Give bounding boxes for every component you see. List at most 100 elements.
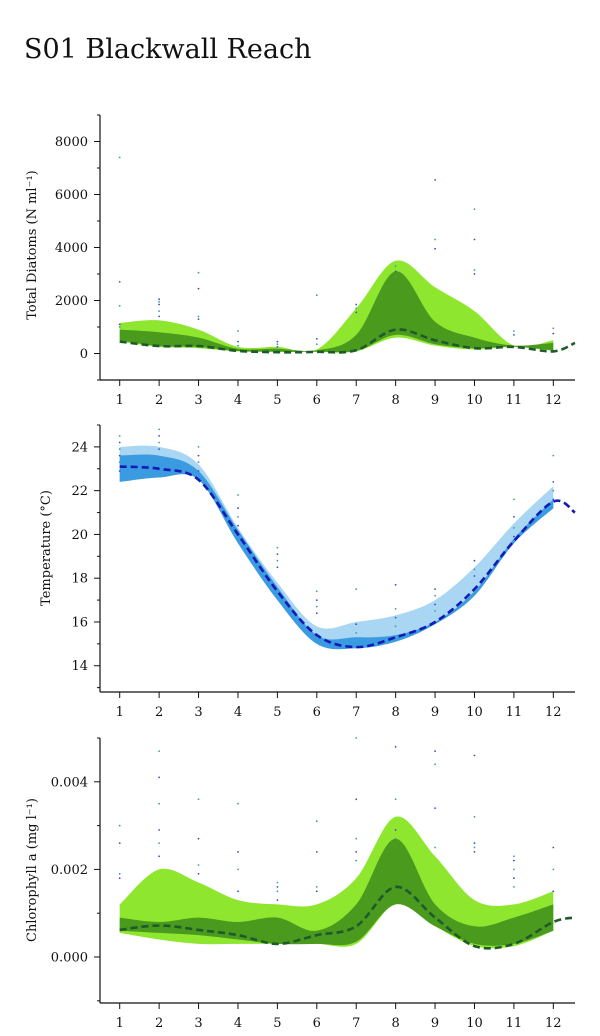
data-point [276, 886, 279, 888]
data-point [394, 798, 397, 801]
data-point [118, 441, 121, 444]
data-point [197, 461, 200, 464]
data-point [315, 599, 318, 601]
data-point [513, 330, 515, 332]
data-point [118, 461, 121, 464]
x-tick-label: 1 [116, 393, 124, 408]
data-point [473, 238, 476, 241]
x-tick-label: 10 [466, 705, 483, 720]
data-point [315, 294, 318, 297]
x-tick-label: 11 [506, 1016, 523, 1031]
y-tick-label: 0.002 [51, 863, 88, 878]
y-tick-label: 0 [80, 347, 88, 362]
inner-band [119, 454, 554, 650]
x-tick-label: 2 [155, 393, 163, 408]
data-point [237, 890, 239, 893]
x-tick-label: 7 [352, 393, 360, 408]
data-point [552, 481, 555, 483]
y-axis-label: Chlorophyll a (mg l⁻¹) [25, 798, 40, 942]
x-tick-label: 6 [313, 393, 321, 408]
data-point [237, 802, 239, 805]
data-point [276, 881, 279, 884]
data-point [158, 776, 161, 779]
data-point [355, 311, 358, 314]
data-point [355, 588, 358, 590]
y-tick-label: 16 [71, 615, 88, 630]
data-point [315, 851, 318, 853]
data-point [197, 864, 200, 866]
data-point [473, 754, 476, 757]
y-tick-label: 0.004 [51, 775, 88, 790]
x-tick-label: 8 [392, 1016, 400, 1031]
data-point [513, 855, 515, 858]
data-point [552, 498, 555, 501]
data-point [197, 315, 200, 318]
x-tick-label: 11 [506, 393, 523, 408]
y-tick-label: 0.000 [51, 951, 88, 966]
inner-band [119, 271, 554, 353]
data-point [552, 489, 555, 492]
trend-line [119, 465, 576, 649]
data-point [237, 344, 239, 347]
data-point [158, 303, 161, 306]
data-point [473, 559, 476, 562]
data-point [158, 441, 161, 444]
x-tick-label: 12 [545, 705, 562, 720]
data-point [513, 516, 515, 518]
data-point [552, 454, 555, 457]
x-tick-label: 1 [116, 705, 124, 720]
data-point [237, 507, 239, 510]
data-point [513, 877, 515, 880]
y-tick-label: 18 [71, 572, 88, 587]
data-point [158, 802, 161, 805]
x-tick-label: 8 [392, 393, 400, 408]
data-point [197, 287, 200, 290]
x-tick-label: 4 [234, 705, 242, 720]
data-point [394, 607, 397, 610]
data-point [276, 546, 279, 549]
data-point [552, 868, 555, 871]
trend-line [119, 328, 576, 354]
x-tick-label: 3 [194, 393, 202, 408]
data-point [315, 612, 318, 615]
x-tick-label: 11 [506, 705, 523, 720]
data-point [118, 326, 121, 328]
data-point [118, 454, 121, 457]
trend-line [119, 885, 576, 950]
x-tick-label: 12 [545, 1016, 562, 1031]
data-point [276, 553, 279, 555]
data-point [473, 273, 476, 275]
data-point [237, 494, 239, 496]
x-tick-label: 1 [116, 1016, 124, 1031]
y-tick-label: 6000 [55, 188, 88, 203]
data-point [355, 859, 358, 862]
data-point [158, 435, 161, 437]
data-point [237, 516, 239, 518]
data-point [197, 318, 200, 320]
data-point [552, 846, 555, 849]
data-point [158, 428, 161, 431]
y-tick-label: 20 [71, 528, 88, 543]
data-point [394, 583, 397, 586]
data-point [394, 625, 397, 628]
data-point [158, 750, 161, 752]
data-point [513, 535, 515, 538]
data-point [473, 575, 476, 577]
outer-band [119, 445, 554, 649]
data-point [276, 559, 279, 562]
data-point [394, 265, 397, 267]
data-point [158, 842, 161, 844]
x-tick-label: 8 [392, 705, 400, 720]
data-point [315, 590, 318, 593]
data-point [197, 798, 200, 801]
data-point [355, 632, 358, 634]
data-point [118, 872, 121, 875]
x-tick-label: 3 [194, 1016, 202, 1031]
data-point [158, 315, 161, 318]
data-point [434, 238, 436, 241]
data-point [394, 275, 397, 278]
x-tick-label: 5 [273, 705, 281, 720]
data-point [434, 179, 436, 181]
y-tick-label: 24 [71, 440, 88, 455]
